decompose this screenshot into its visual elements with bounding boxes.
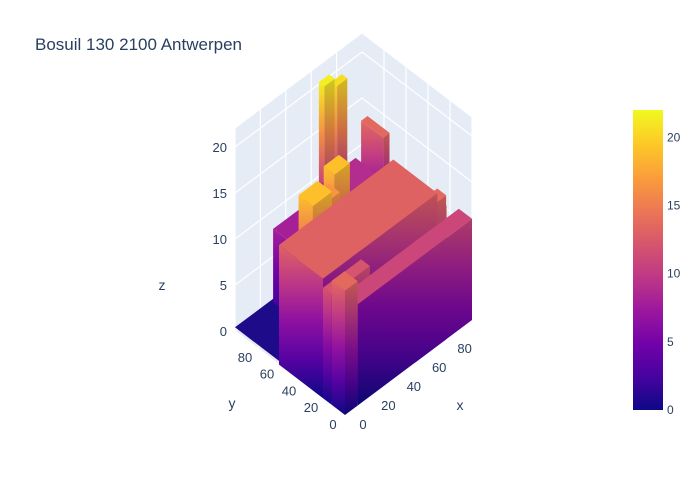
z-tick-label: 0 (220, 324, 227, 339)
block-top (361, 116, 390, 138)
y-tick-label: 80 (238, 350, 252, 365)
x-axis-title: x (457, 397, 464, 413)
y-tick-label: 0 (329, 417, 336, 432)
z-tick-label: 15 (213, 186, 227, 201)
y-tick-label: 20 (304, 400, 318, 415)
y-tick-label: 40 (282, 383, 296, 398)
y-tick-label: 60 (260, 367, 274, 382)
block-top (331, 271, 358, 291)
block-face-x (279, 245, 323, 399)
z-tick-label: 20 (213, 140, 227, 155)
z-axis-title: z (159, 277, 166, 293)
block-face-x (323, 287, 332, 405)
block-top (298, 180, 332, 207)
x-tick-label: 60 (432, 360, 446, 375)
plot-scene[interactable]: 0 20 40 60 80 0 20 40 60 80 0 5 10 15 20 x y z (159, 33, 473, 432)
x-tick-label: 20 (381, 398, 395, 413)
block-face-y (345, 281, 358, 415)
block-top (279, 159, 438, 279)
colorbar-tick-label: 15 (667, 198, 681, 212)
block-top (323, 154, 350, 175)
block-top (344, 208, 472, 305)
block-top (331, 74, 348, 86)
colorbar-tick-label: 0 (667, 403, 674, 417)
colorbar-tick-label: 10 (667, 267, 681, 281)
block-top (318, 74, 335, 87)
x-tick-label: 80 (457, 341, 471, 356)
z-tick-label: 10 (213, 232, 227, 247)
x-tick-label: 0 (359, 417, 366, 432)
axis-ticks: 0 20 40 60 80 0 20 40 60 80 0 5 10 15 20 (213, 140, 472, 432)
x-tick-label: 40 (407, 379, 421, 394)
colorbar: 0 5 10 15 20 (633, 110, 681, 417)
block-face-y (357, 218, 472, 406)
colorbar-gradient (633, 110, 663, 410)
surface-mesh (235, 74, 472, 415)
colorbar-ticks: 0 5 10 15 20 (667, 130, 681, 417)
grid-line-z (234, 97, 473, 194)
block-face-x (331, 280, 345, 415)
colorbar-tick-label: 20 (667, 130, 681, 144)
chart-title: Bosuil 130 2100 Antwerpen (35, 35, 242, 54)
colorbar-tick-label: 5 (667, 335, 674, 349)
surface-block (331, 271, 358, 415)
y-axis-title: y (229, 395, 236, 411)
grid-line-z (234, 51, 473, 148)
z-tick-label: 5 (220, 278, 227, 293)
axis-labels: x y z (159, 277, 464, 413)
